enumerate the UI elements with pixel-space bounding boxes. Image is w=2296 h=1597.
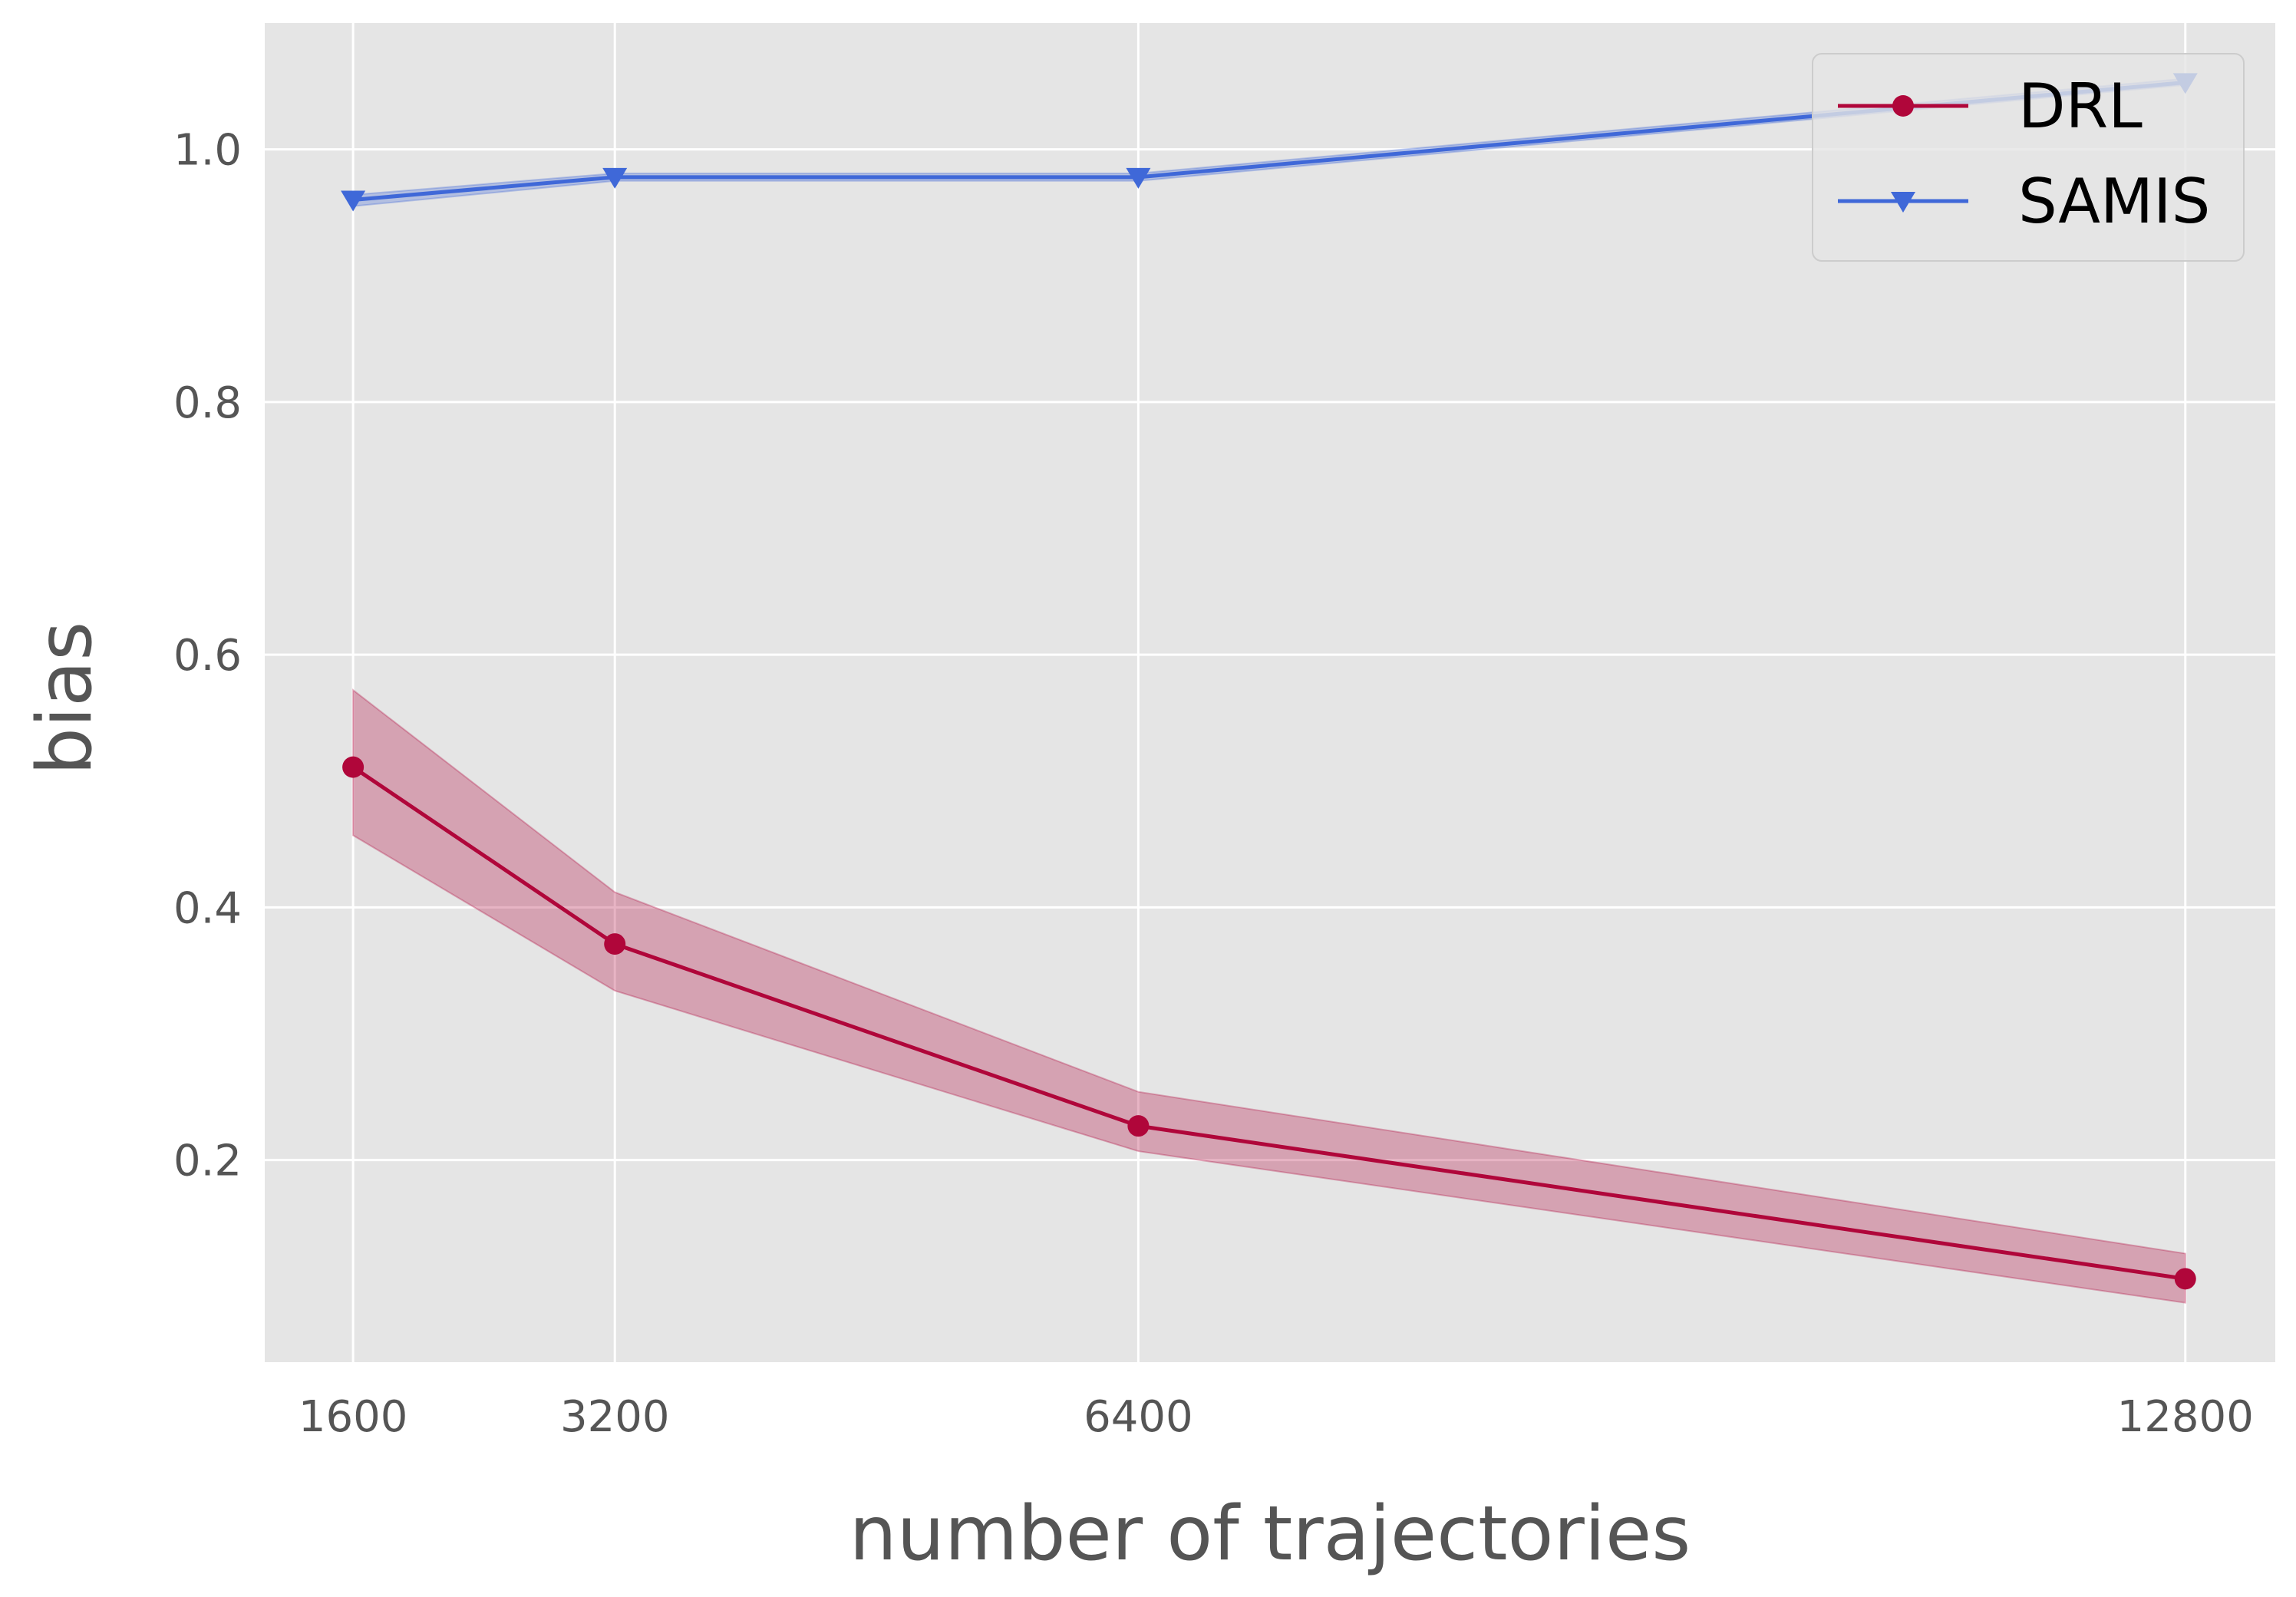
x-axis-label: number of trajectories <box>849 1490 1691 1578</box>
y-tick-label: 0.6 <box>173 631 242 681</box>
samis-point <box>1126 167 1151 189</box>
drl-confidence-band <box>352 688 2186 1304</box>
drl-point <box>604 933 626 955</box>
x-tick-label: 1600 <box>299 1392 408 1442</box>
legend-samis-label: SAMIS <box>2018 166 2210 237</box>
drl-point <box>2174 1268 2196 1290</box>
y-tick-label: 1.0 <box>173 126 242 176</box>
legend-drl-marker <box>1892 95 1914 117</box>
y-tick-label: 0.4 <box>173 883 242 933</box>
x-tick-label: 6400 <box>1084 1392 1193 1442</box>
drl-line <box>351 765 2186 1281</box>
drl-point <box>342 756 365 778</box>
legend: DRL SAMIS <box>1812 53 2245 262</box>
legend-samis-marker <box>1891 192 1915 213</box>
y-axis-label: bias <box>21 622 109 776</box>
y-tick-label: 0.8 <box>173 378 242 428</box>
y-tick-labels: 0.2 0.4 0.6 0.8 1.0 <box>173 126 242 1186</box>
x-tick-label: 3200 <box>560 1392 670 1442</box>
legend-drl-label: DRL <box>2018 71 2143 142</box>
series-markers <box>341 73 2198 1290</box>
drl-point <box>1127 1115 1150 1137</box>
y-tick-label: 0.2 <box>173 1137 242 1186</box>
samis-line <box>352 80 2185 202</box>
series-lines <box>351 80 2186 1281</box>
samis-point <box>602 167 628 189</box>
x-tick-labels: 1600 3200 6400 12800 <box>299 1392 2254 1442</box>
x-tick-label: 12800 <box>2117 1392 2254 1442</box>
samis-point <box>341 190 366 212</box>
